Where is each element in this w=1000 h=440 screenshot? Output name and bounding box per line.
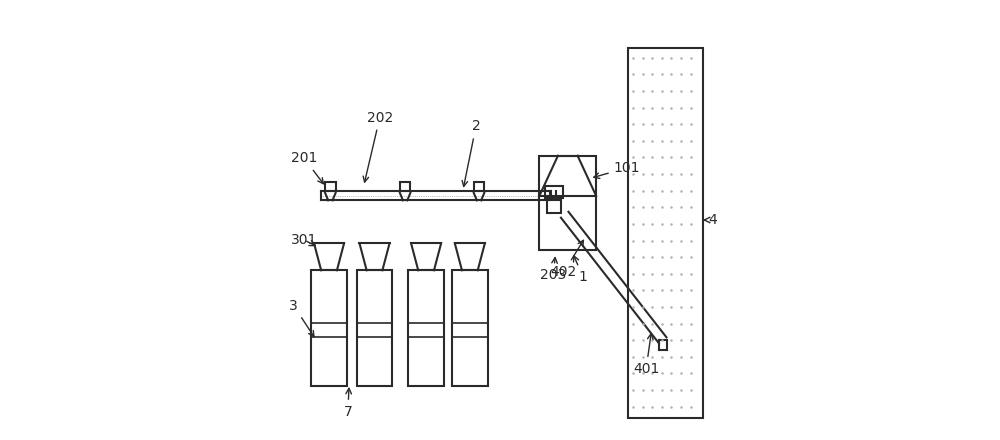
Bar (539, 156, 596, 250)
Text: 401: 401 (633, 334, 659, 376)
Bar (357, 270, 392, 386)
Bar (325, 182, 336, 191)
Text: 201: 201 (291, 151, 323, 184)
Bar (545, 186, 563, 198)
Bar (311, 270, 347, 386)
Text: 101: 101 (594, 161, 640, 179)
Text: 7: 7 (343, 388, 352, 419)
Bar (474, 182, 484, 191)
Bar (400, 182, 410, 191)
Text: 1: 1 (574, 256, 588, 284)
Bar (452, 270, 488, 386)
Text: 203: 203 (540, 257, 566, 282)
Text: 4: 4 (704, 213, 717, 227)
Bar (628, 48, 703, 418)
Text: 2: 2 (462, 119, 480, 187)
Bar (408, 270, 444, 386)
Bar (547, 200, 561, 213)
Text: 301: 301 (291, 233, 317, 247)
Text: 202: 202 (363, 110, 393, 182)
Text: 402: 402 (551, 240, 583, 279)
Text: 3: 3 (289, 299, 314, 337)
